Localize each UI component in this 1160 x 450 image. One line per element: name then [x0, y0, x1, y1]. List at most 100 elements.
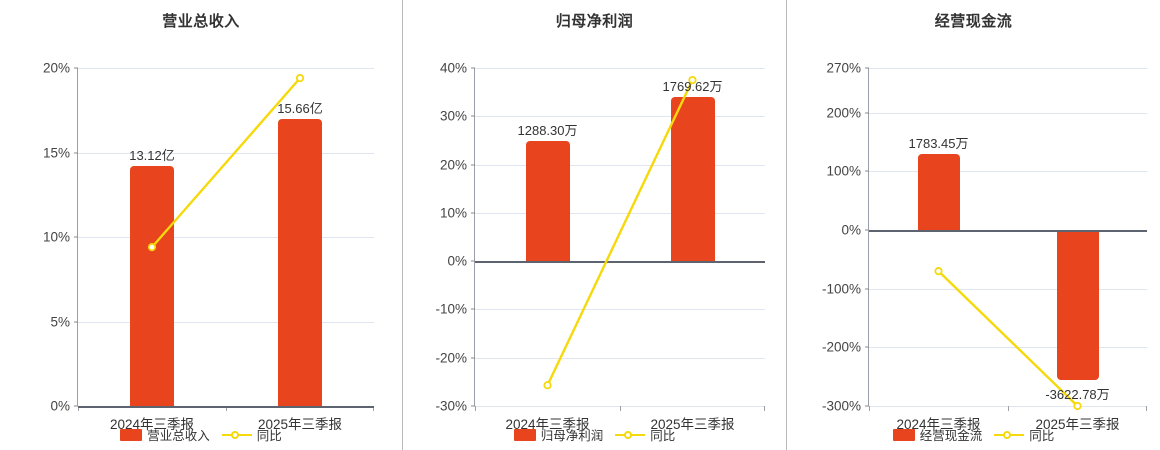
line-data-point[interactable]: [543, 381, 552, 390]
y-axis-tick-label: 0%: [841, 222, 861, 238]
x-axis-tick-mark: [373, 406, 374, 411]
bar-first[interactable]: [130, 166, 174, 406]
legend-bar-label: 经营现金流: [919, 429, 983, 443]
gridline: [869, 112, 1147, 114]
gridline: [78, 68, 374, 69]
y-axis-tick-label: -10%: [435, 301, 467, 317]
gridline: [869, 68, 1147, 69]
line-data-point[interactable]: [295, 74, 305, 83]
y-axis-tick-label: 5%: [50, 314, 70, 329]
y-axis-tick-label: 270%: [826, 60, 861, 76]
y-axis-tick-label: 0%: [50, 398, 70, 414]
legend-bar-label: 归母净利润: [540, 429, 604, 443]
gridline: [475, 212, 765, 214]
y-axis-tick-label: 20%: [439, 157, 467, 173]
y-axis-tick-mark: [865, 112, 869, 114]
ratio-line-series: [543, 75, 697, 390]
legend-item-line[interactable]: 同比: [994, 425, 1054, 444]
x-axis-tick-mark: [764, 406, 765, 411]
gridline: [475, 68, 765, 69]
x-axis-tick-mark: [869, 406, 870, 411]
y-axis-tick-mark: [471, 260, 475, 262]
legend-line-label: 同比: [650, 429, 676, 443]
y-axis-tick-label: 40%: [439, 60, 467, 76]
x-axis-category-label: 2024年三季报: [896, 417, 981, 432]
x-axis-tick-mark: [620, 406, 621, 411]
y-axis-tick-mark: [471, 212, 475, 214]
y-axis-tick-label: 200%: [826, 105, 861, 121]
gridline: [475, 116, 765, 118]
y-axis-tick-label: 0%: [447, 253, 467, 269]
x-axis-category-label: 2025年三季报: [1035, 417, 1120, 432]
line-data-point[interactable]: [934, 267, 943, 276]
legend-item-bar[interactable]: 经营现金流: [892, 425, 983, 444]
y-axis-tick-mark: [865, 346, 869, 348]
chart-panel-net-profit: 归母净利润 -30% -20% -10% 0% 10% 20% 30% 40% 1288.30万…: [402, 0, 786, 450]
bar-value-label: 1288.30万: [517, 123, 578, 139]
y-axis-tick-label: 15%: [42, 145, 70, 160]
y-axis-line: [868, 68, 869, 406]
bar-value-label: 1769.62万: [662, 78, 723, 94]
bar-second[interactable]: [278, 118, 322, 406]
gridline: [78, 237, 374, 238]
x-axis-tick-mark: [1008, 406, 1009, 411]
y-axis-line: [474, 68, 475, 406]
legend-line-marker-icon: [222, 429, 252, 441]
legend-item-line[interactable]: 同比: [615, 425, 675, 444]
y-axis-tick-mark: [74, 405, 78, 407]
gridline: [475, 164, 765, 166]
plot-area-net-profit: -30% -20% -10% 0% 10% 20% 30% 40% 1288.30万 1769.6…: [435, 61, 765, 432]
y-axis-tick-mark: [471, 308, 475, 310]
bar-value-label: 1783.45万: [908, 135, 969, 151]
legend-item-bar[interactable]: 营业总收入: [120, 425, 210, 444]
y-axis-tick-label: 10%: [42, 229, 70, 245]
y-axis-tick-mark: [865, 288, 869, 290]
legend-line-marker-icon: [994, 429, 1024, 441]
legend-line-label: 同比: [1029, 429, 1055, 443]
panel-title-net-profit: 归母净利润: [555, 13, 634, 30]
y-axis-tick-mark: [471, 115, 475, 117]
bar-first[interactable]: [525, 141, 570, 262]
legend-item-bar[interactable]: 归母净利润: [513, 425, 604, 444]
y-axis-tick-label: -300%: [821, 398, 861, 414]
zero-axis-line: [475, 261, 765, 264]
chart-panel-revenue: 营业总收入 0% 5% 10% 15% 20% 13.12亿 15.66亿 2024年三季报 2…: [0, 0, 402, 450]
gridline: [78, 152, 374, 154]
gridline: [869, 347, 1147, 349]
y-axis-tick-mark: [865, 229, 869, 231]
y-axis-tick-mark: [471, 405, 475, 407]
y-axis-tick-label: 10%: [439, 205, 467, 221]
legend-line-label: 同比: [256, 429, 282, 443]
legend-net-profit: 归母净利润 同比: [403, 425, 786, 444]
legend-bar-label: 营业总收入: [147, 429, 210, 443]
y-axis-tick-mark: [74, 67, 78, 69]
legend-line-marker-icon: [615, 429, 645, 441]
y-axis-tick-label: -100%: [821, 281, 861, 297]
legend-bar-swatch-icon: [892, 428, 915, 441]
gridline: [475, 309, 765, 311]
zero-axis-line: [869, 230, 1147, 233]
bar-value-label: 15.66亿: [277, 100, 323, 116]
y-axis-tick-mark: [865, 67, 869, 69]
legend-operating-cashflow: 经营现金流 同比: [787, 425, 1160, 444]
x-axis-category-label: 2025年三季报: [257, 417, 343, 432]
x-axis-tick-mark: [78, 406, 79, 411]
gridline: [869, 171, 1147, 173]
panel-title-revenue: 营业总收入: [162, 13, 240, 30]
y-axis-tick-label: 20%: [42, 60, 70, 76]
zero-axis-line: [78, 406, 374, 408]
y-axis-tick-mark: [471, 357, 475, 359]
legend-bar-swatch-icon: [120, 428, 143, 441]
ratio-line-series: [934, 267, 1082, 411]
y-axis-tick-mark: [74, 321, 78, 322]
y-axis-tick-label: -200%: [821, 339, 861, 355]
y-axis-tick-label: -20%: [435, 350, 467, 366]
bar-second[interactable]: [670, 96, 715, 262]
x-axis-category-label: 2024年三季报: [505, 417, 590, 432]
chart-panel-operating-cashflow: 经营现金流 -300% -200% -100% 0% 100% 200% 270% 1783.…: [786, 0, 1160, 450]
bar-first[interactable]: [917, 153, 960, 231]
bar-second[interactable]: [1056, 230, 1099, 380]
legend-item-line[interactable]: 同比: [222, 425, 282, 444]
bar-value-label: -3622.78万: [1045, 386, 1110, 402]
plot-area-operating-cashflow: -300% -200% -100% 0% 100% 200% 270% 1783.45万 -36…: [822, 61, 1147, 432]
